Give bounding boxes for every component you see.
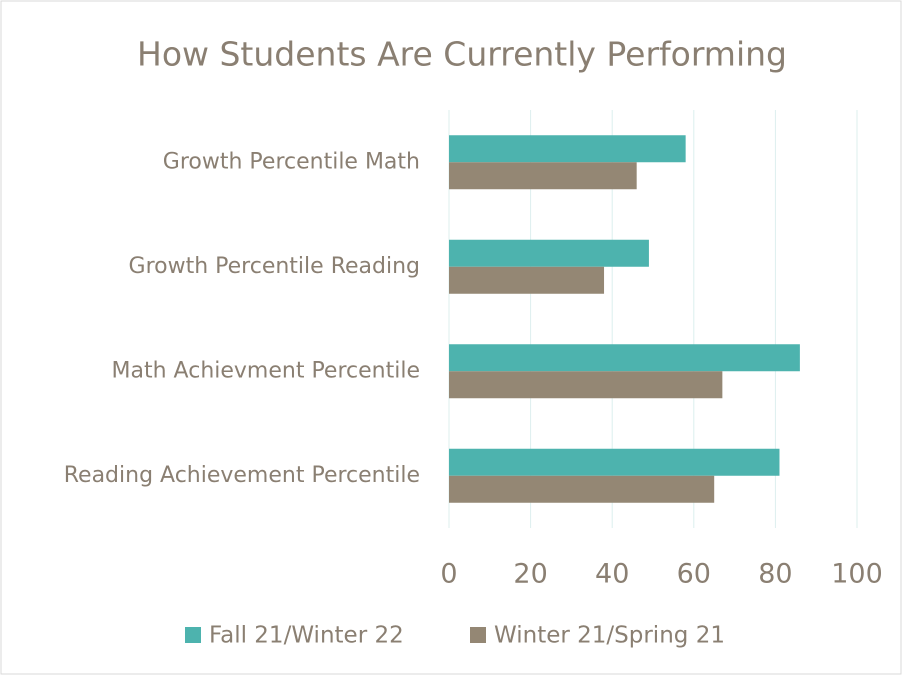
x-tick-label: 60 [677,559,711,590]
bar [449,162,637,190]
bar [449,475,715,503]
bar [449,135,686,163]
legend-label: Fall 21/Winter 22 [209,623,404,649]
legend-swatch [470,627,486,643]
bar [449,371,723,399]
x-tick-label: 20 [513,559,547,590]
x-tick-label: 40 [595,559,629,590]
y-tick-label: Reading Achievement Percentile [64,463,420,488]
bar [449,344,800,372]
y-tick-label: Growth Percentile Reading [129,254,420,279]
bar [449,266,605,294]
legend-swatch [185,627,201,643]
x-tick-label: 0 [440,559,457,590]
legend-label: Winter 21/Spring 21 [494,623,725,649]
x-tick-label: 80 [758,559,792,590]
y-tick-label: Growth Percentile Math [163,149,420,174]
chart-title: How Students Are Currently Performing [137,35,787,74]
y-tick-label: Math Achievment Percentile [112,358,420,383]
bar [449,239,649,267]
x-tick-label: 100 [831,559,883,590]
bar [449,448,780,476]
